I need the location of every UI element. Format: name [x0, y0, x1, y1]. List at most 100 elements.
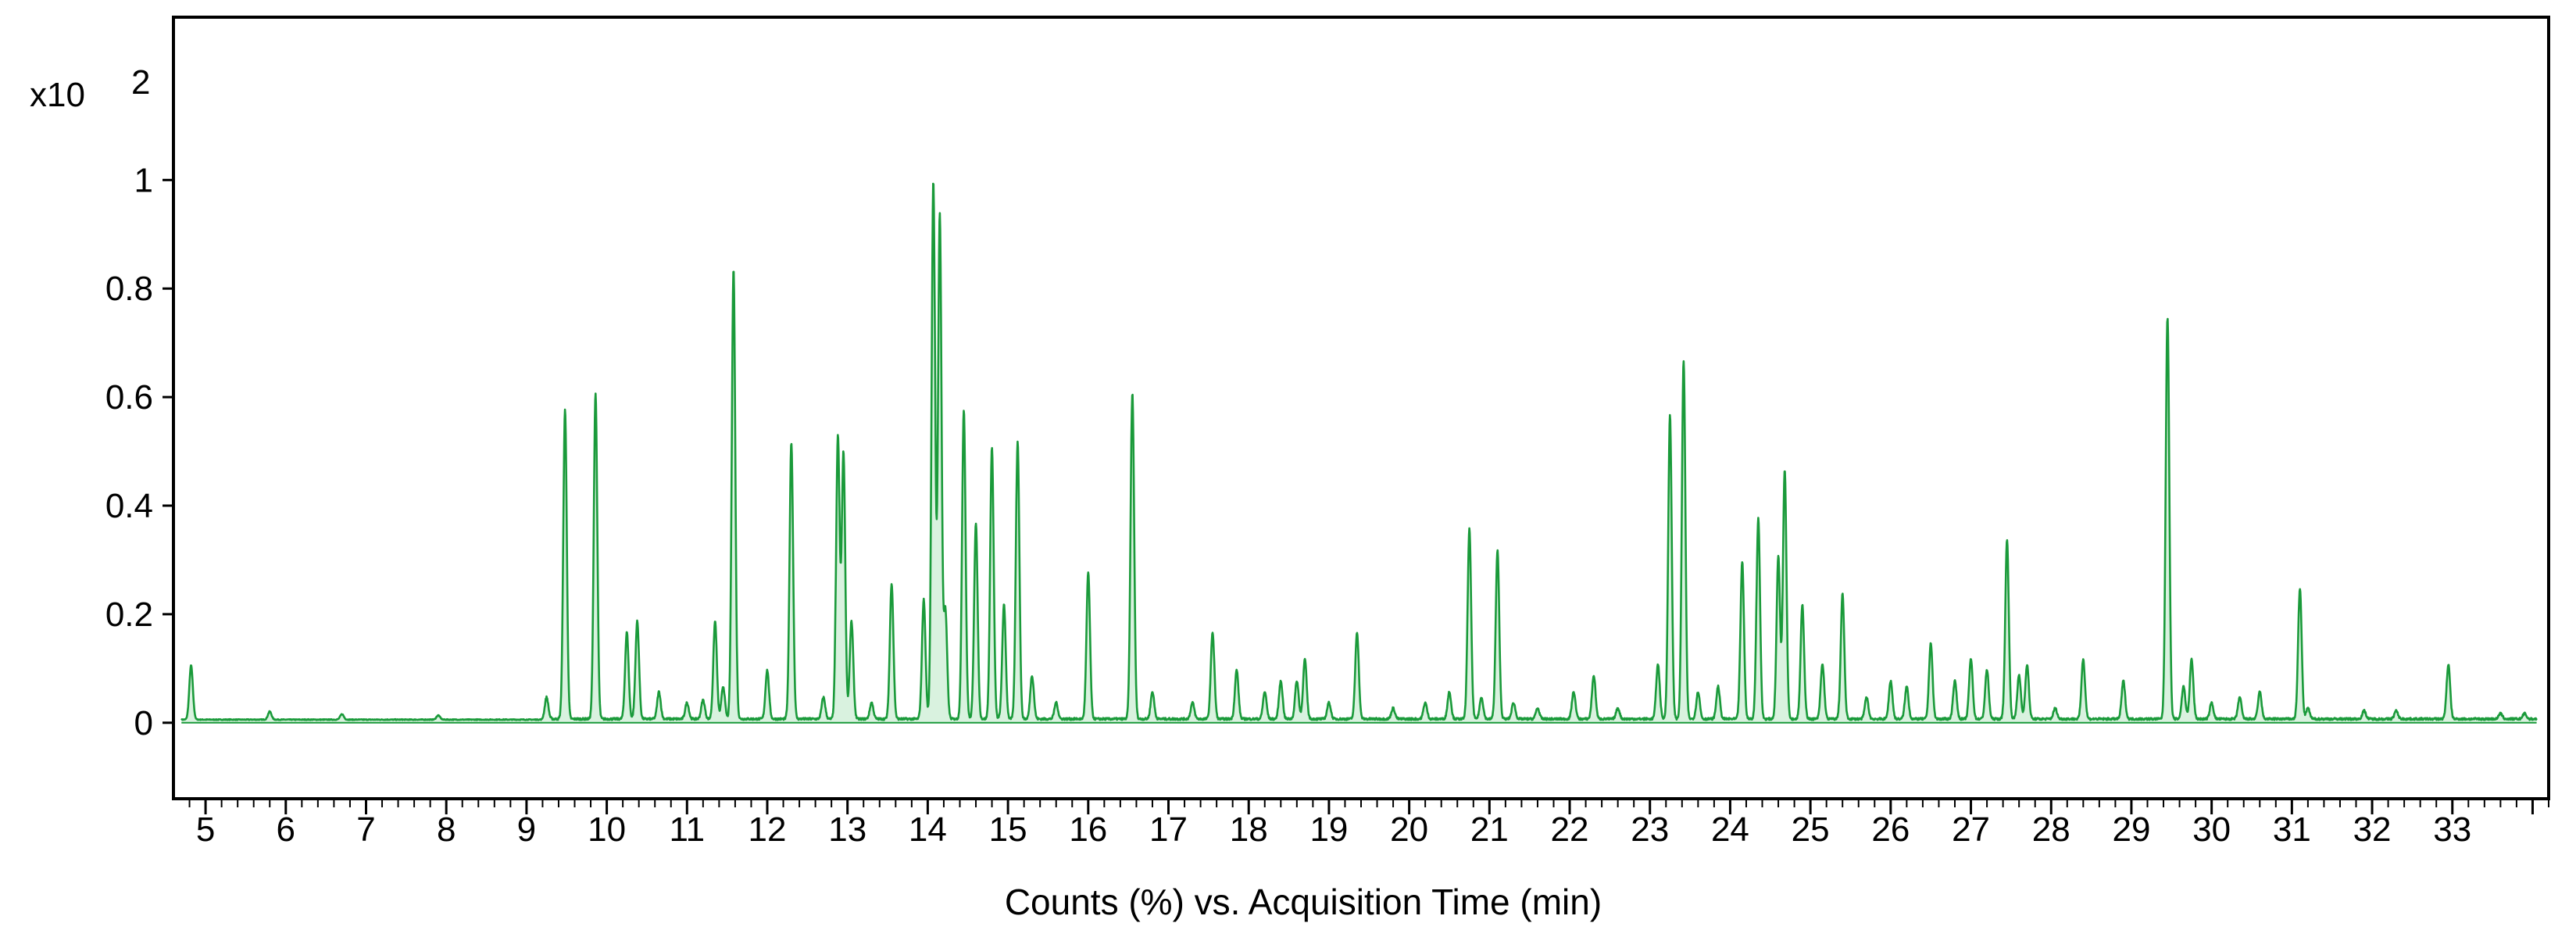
data-point	[765, 669, 770, 674]
data-point	[1030, 674, 1034, 679]
data-point	[2522, 712, 2527, 717]
data-point	[2362, 710, 2367, 714]
x-axis: 5 6 7 8 9 10 11 12 13 14 15 16 17 18 19 20 21 22 23 24 25 26 2…	[188, 799, 2549, 849]
data-point	[1716, 685, 1720, 690]
x-tick-label: 12	[749, 810, 787, 849]
x-tick-label: 32	[2353, 810, 2392, 849]
y-multiplier-base: x10	[30, 76, 85, 114]
data-point	[1355, 631, 1359, 635]
data-point	[990, 446, 995, 451]
x-tick-label: 29	[2112, 810, 2150, 849]
data-point	[1928, 642, 1933, 646]
data-point	[635, 620, 640, 624]
data-point	[2165, 316, 2170, 320]
data-point	[684, 701, 689, 706]
data-point	[1054, 701, 1059, 706]
data-point	[835, 435, 840, 440]
data-point	[1302, 658, 1307, 663]
data-point	[2446, 664, 2451, 668]
data-point	[1086, 571, 1091, 576]
data-point	[1391, 707, 1395, 711]
data-point	[2257, 691, 2262, 696]
data-point	[974, 522, 978, 527]
x-tick-label: 33	[2433, 810, 2471, 849]
data-point	[2306, 707, 2310, 711]
x-tick-label: 28	[2032, 810, 2070, 849]
x-tick-label: 26	[1871, 810, 1910, 849]
data-point	[436, 714, 441, 718]
data-point	[1756, 517, 1760, 521]
data-point	[1447, 691, 1452, 696]
data-point	[2121, 680, 2126, 685]
data-point	[267, 710, 272, 714]
data-point	[2005, 538, 2010, 543]
data-point	[563, 408, 567, 413]
data-point	[2053, 707, 2057, 711]
data-point	[1210, 631, 1215, 635]
data-point	[1190, 701, 1195, 706]
data-point	[2024, 664, 2029, 668]
data-point	[1740, 560, 1745, 565]
data-point	[2017, 674, 2021, 679]
data-point	[2189, 658, 2194, 663]
x-tick-label: 6	[277, 810, 295, 849]
data-point	[1616, 707, 1620, 711]
data-point	[1695, 691, 1700, 696]
data-point	[721, 685, 726, 690]
x-tick-label: 27	[1952, 810, 1990, 849]
data-point	[701, 699, 706, 703]
x-tick-label: 9	[517, 810, 536, 849]
data-point	[1535, 707, 1540, 711]
y-multiplier-exponent: 2	[131, 63, 150, 102]
x-tick-label: 21	[1470, 810, 1509, 849]
data-point	[1985, 669, 1989, 674]
data-point	[1130, 392, 1134, 397]
data-point	[889, 582, 894, 587]
data-point	[1467, 528, 1472, 532]
x-tick-label: 16	[1069, 810, 1107, 849]
data-point	[624, 631, 629, 635]
data-point	[2210, 701, 2214, 706]
data-point	[943, 609, 948, 614]
data-point	[1864, 696, 1869, 701]
x-tick-label: 15	[989, 810, 1027, 849]
y-tick-label: 0	[134, 704, 153, 742]
data-point	[1571, 691, 1576, 696]
y-tick-label: 0.2	[105, 596, 153, 634]
data-point	[789, 441, 794, 445]
x-tick-label: 23	[1631, 810, 1669, 849]
x-tick-label: 19	[1309, 810, 1348, 849]
data-point	[1295, 680, 1299, 685]
data-point	[1953, 680, 1957, 685]
data-point	[1592, 674, 1596, 679]
y-tick-label: 0.6	[105, 378, 153, 417]
data-point	[1327, 701, 1331, 706]
x-tick-label: 18	[1230, 810, 1268, 849]
data-point	[1782, 468, 1787, 473]
data-point	[1511, 701, 1516, 706]
data-point	[1776, 555, 1781, 560]
data-point	[340, 712, 345, 717]
data-point	[2298, 588, 2303, 592]
data-point	[1015, 441, 1020, 445]
data-point	[656, 691, 661, 696]
data-point	[921, 599, 926, 603]
data-point	[849, 620, 854, 624]
x-tick-label: 30	[2192, 810, 2231, 849]
x-tick-label: 13	[828, 810, 866, 849]
x-tick-label: 8	[437, 810, 456, 849]
data-point	[821, 696, 826, 701]
data-point	[2181, 685, 2186, 690]
x-tick-label: 25	[1792, 810, 1830, 849]
data-point	[1904, 685, 1909, 690]
data-point	[593, 392, 598, 397]
data-point	[1840, 593, 1845, 598]
data-point	[1800, 603, 1805, 608]
data-point	[1656, 664, 1660, 668]
data-point	[731, 267, 736, 272]
data-point	[1969, 658, 1974, 663]
trace-fill	[181, 184, 2537, 723]
data-point	[841, 452, 846, 456]
